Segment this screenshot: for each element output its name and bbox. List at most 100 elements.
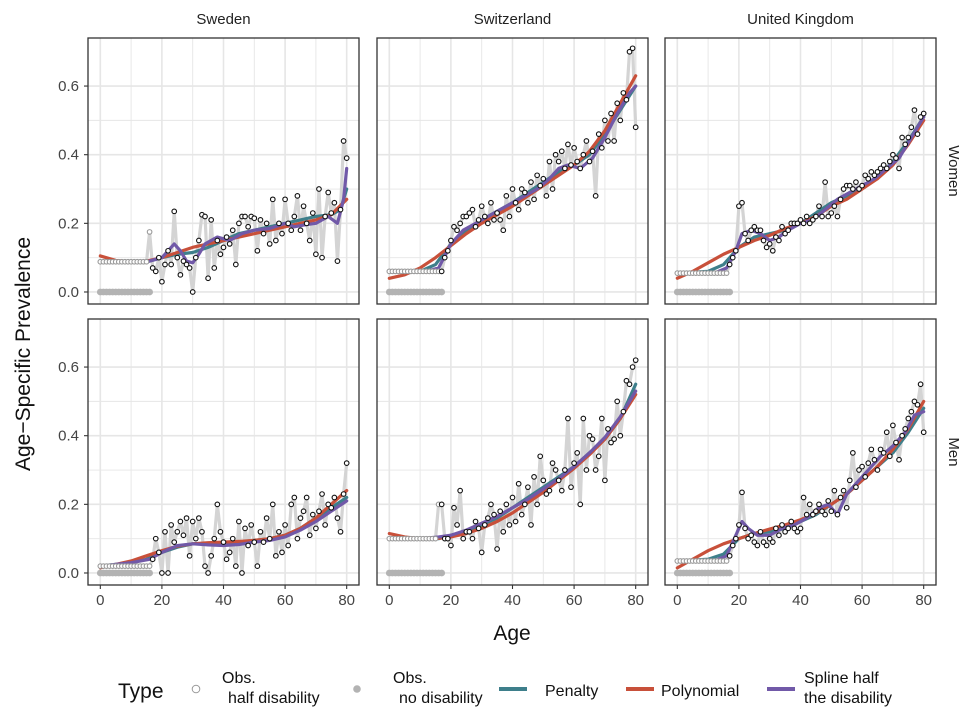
obs-half-disability-point <box>843 504 850 511</box>
obs-half-disability-point <box>893 155 899 161</box>
obs-half-disability-point <box>463 213 470 220</box>
obs-half-disability-point <box>248 522 255 528</box>
obs-half-disability-point <box>325 501 332 508</box>
obs-half-disability-point <box>192 535 199 542</box>
obs-half-disability-point <box>868 169 875 175</box>
spline-curve <box>98 499 349 568</box>
obs-no-disability-point <box>726 288 734 296</box>
obs-half-disability-point <box>896 165 902 172</box>
obs-half-disability-point <box>300 203 307 210</box>
obs-half-disability-point <box>877 165 884 172</box>
obs-half-disability-point <box>322 213 328 220</box>
obs-half-disability-point <box>183 261 190 268</box>
obs-half-disability-point <box>776 532 782 539</box>
obs-half-disability-point <box>251 215 258 222</box>
obs-half-disability-point <box>788 518 795 525</box>
obs-half-disability-point <box>726 261 733 268</box>
obs-half-disability-point <box>592 193 599 199</box>
obs-half-disability-point <box>608 439 614 446</box>
obs-half-disability-point <box>856 467 862 473</box>
obs-half-disability-point <box>822 511 828 518</box>
y-tick-label: 0.2 <box>58 496 79 513</box>
obs-half-disability-point <box>911 107 918 113</box>
obs-half-disability-point <box>162 261 168 268</box>
obs-half-disability-point <box>605 425 611 432</box>
obs-half-disability-point <box>528 179 534 186</box>
obs-half-disability-point <box>552 467 559 473</box>
obs-half-disability-point <box>168 261 174 268</box>
obs-half-disability-point <box>165 570 171 576</box>
obs-half-disability-point <box>263 220 270 227</box>
obs-half-disability-point <box>149 265 156 271</box>
obs-half-disability-point <box>828 508 835 515</box>
obs-half-disability-point <box>319 491 325 497</box>
obs-half-disability-point <box>803 511 810 518</box>
obs-half-disability-point <box>813 508 819 515</box>
obs-half-disability-point <box>914 131 921 137</box>
x-tick-label: 40 <box>504 592 521 609</box>
obs-half-disability-point <box>165 247 171 254</box>
panel-border <box>664 37 937 305</box>
obs-half-disability-point <box>920 110 927 117</box>
obs-half-disability-point <box>819 213 825 220</box>
obs-half-disability-point <box>846 477 853 484</box>
obs-half-disability-point <box>732 247 739 254</box>
obs-half-disability-point <box>571 460 577 467</box>
obs-half-disability-point <box>328 210 335 216</box>
obs-half-disability-point <box>850 450 856 456</box>
obs-half-disability-point <box>586 158 593 165</box>
obs-half-disability-point <box>515 206 522 213</box>
obs-half-disability-point <box>208 552 215 559</box>
legend-label-obs_half: half disability <box>228 690 320 707</box>
obs-half-disability-point <box>754 542 761 549</box>
obs-half-disability-point <box>177 271 184 278</box>
obs-half-disability-point <box>488 501 494 508</box>
x-tick-label: 60 <box>566 592 583 609</box>
obs-half-disability-point <box>155 549 162 556</box>
obs-half-disability-point <box>143 258 150 265</box>
x-tick-label: 80 <box>915 592 932 609</box>
obs-half-disability-point <box>766 535 773 542</box>
obs-half-disability-point <box>180 532 187 539</box>
obs-half-disability-point <box>192 254 199 261</box>
obs-half-disability-point <box>491 511 497 518</box>
legend-label-obs_no: no disability <box>399 690 483 707</box>
obs-half-disability-point <box>457 220 463 227</box>
obs-half-disability-point <box>791 525 798 532</box>
obs-half-disability-point <box>911 398 918 405</box>
panel-women-sweden <box>87 37 360 305</box>
obs-half-disability-point <box>518 511 525 518</box>
obs-half-disability-point <box>500 227 507 234</box>
obs-half-disability-point <box>574 158 581 165</box>
obs-half-disability-point <box>565 141 571 148</box>
obs-half-disability-point <box>438 501 445 508</box>
obs-half-disability-point <box>549 460 556 467</box>
obs-half-disability-point <box>214 237 221 244</box>
obs-half-disability-point <box>273 237 279 244</box>
obs-half-disability-point <box>773 234 779 240</box>
obs-half-disability-point <box>282 522 288 528</box>
obs-half-disability-point <box>595 453 602 460</box>
obs-half-disability-point <box>589 148 596 155</box>
obs-half-disability-point <box>769 247 776 254</box>
obs-half-disability-point <box>905 415 912 422</box>
obs-half-disability-point <box>279 549 285 556</box>
obs-half-disability-point <box>337 206 344 213</box>
legend: Type Obs. half disability Obs. no disabilit… <box>118 670 892 707</box>
obs-half-disability-point <box>475 525 482 532</box>
obs-half-disability-point <box>877 446 884 453</box>
obs-half-disability-point <box>828 210 835 216</box>
obs-half-disability-point <box>905 134 912 141</box>
x-tick-label: 0 <box>673 592 681 609</box>
obs-half-disability-point <box>803 213 810 220</box>
obs-half-disability-point <box>632 357 639 364</box>
obs-half-disability-point <box>902 425 909 432</box>
obs-half-disability-point <box>871 456 878 463</box>
obs-half-disability-point <box>583 138 590 144</box>
obs-half-disability-point <box>629 45 636 52</box>
obs-half-disability-point <box>303 220 310 227</box>
obs-half-disability-point <box>155 254 162 261</box>
obs-half-disability-point <box>574 450 581 456</box>
obs-half-disability-point <box>865 175 872 182</box>
obs-half-disability-point <box>515 480 522 487</box>
